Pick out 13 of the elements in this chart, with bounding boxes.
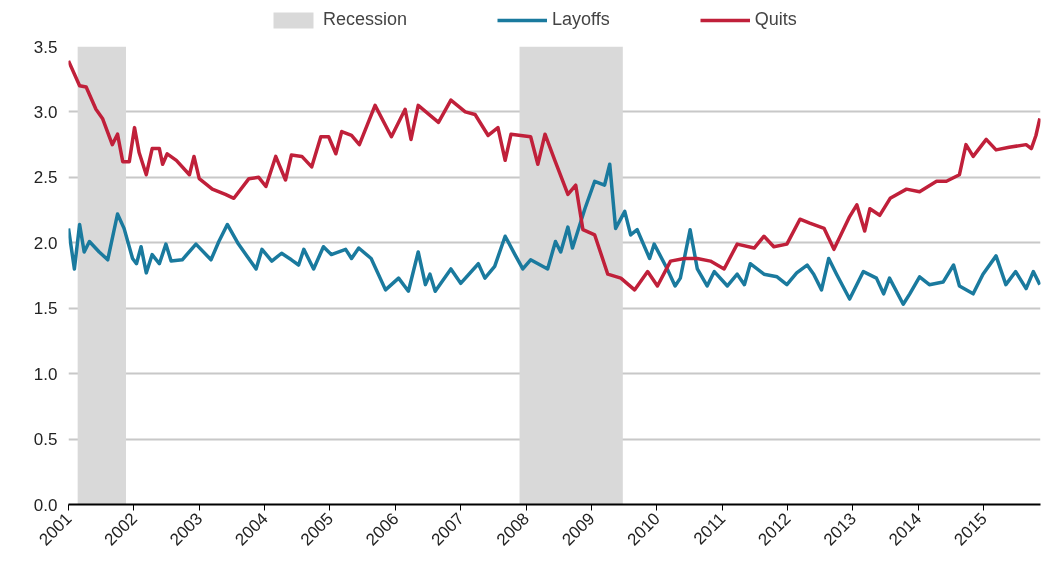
legend-label: Recession [323, 9, 408, 30]
y-tick-label: 1.0 [33, 364, 58, 384]
y-tick-label: 1.5 [33, 299, 58, 319]
line-series [68, 162, 1041, 307]
y-tick-label: 0.5 [33, 430, 58, 450]
y-tick-label: 2.5 [33, 168, 58, 188]
line-series [68, 59, 1041, 292]
y-tick-label: 2.0 [33, 233, 58, 253]
legend-label: Layoffs [552, 9, 610, 30]
y-tick-label: 0.0 [33, 495, 58, 515]
y-tick-label: 3.0 [33, 102, 58, 122]
legend-label: Quits [754, 9, 797, 30]
y-tick-label: 3.5 [33, 37, 58, 57]
